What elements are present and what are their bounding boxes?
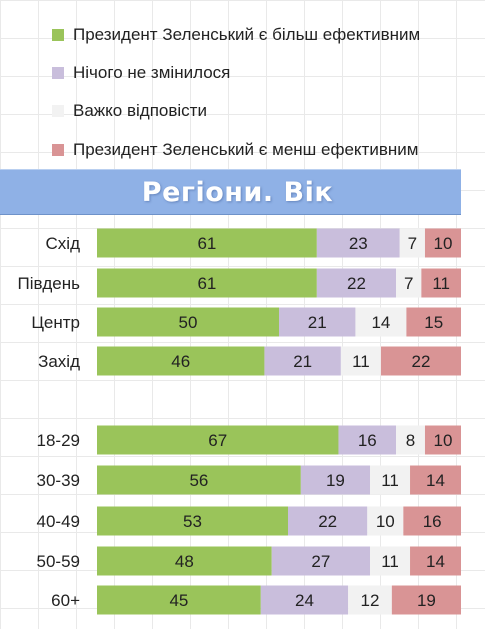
data-label: 7 (408, 234, 417, 253)
data-label: 27 (311, 552, 330, 571)
data-label: 15 (424, 313, 443, 332)
bar-segment-no-change (288, 506, 368, 536)
bar-segment-more-effective (97, 268, 317, 298)
legend-label: Президент Зеленський є більш ефективним (73, 25, 421, 44)
bar-segment-less-effective (410, 546, 461, 576)
legend: Президент Зеленський є більш ефективним … (0, 0, 485, 170)
data-label: 16 (358, 431, 377, 450)
bar-segment-less-effective (406, 307, 461, 337)
bar-segment-hard-to-say (396, 425, 425, 455)
category-label: 30-39 (37, 471, 80, 490)
bar-segment-no-change (316, 228, 400, 258)
bar-segment-more-effective (97, 585, 261, 615)
data-label: 56 (189, 471, 208, 490)
legend-item-hard-to-say: Важко відповісти (52, 100, 207, 122)
legend-item-less-effective: Президент Зеленський є менш ефективним (52, 139, 418, 161)
bar-segment-less-effective (391, 585, 461, 615)
data-label: 61 (197, 274, 216, 293)
category-label: Схід (46, 234, 81, 253)
data-label: 14 (426, 552, 445, 571)
data-label: 53 (183, 512, 202, 531)
data-label: 61 (197, 234, 216, 253)
data-label: 10 (434, 431, 453, 450)
bar-segment-no-change (271, 546, 370, 576)
bar-segment-more-effective (97, 506, 289, 536)
bar-segment-hard-to-say (399, 228, 425, 258)
legend-swatch-light-gray (52, 105, 64, 117)
data-label: 7 (404, 274, 413, 293)
data-label: 23 (349, 234, 368, 253)
bar-segment-less-effective (380, 346, 461, 376)
data-label: 8 (406, 431, 415, 450)
data-label: 11 (381, 552, 399, 571)
bar-segment-hard-to-say (348, 585, 392, 615)
bar-segment-more-effective (97, 228, 317, 258)
data-label: 19 (417, 591, 436, 610)
legend-swatch-lavender (52, 67, 64, 79)
category-label: 60+ (51, 591, 80, 610)
data-label: 21 (293, 352, 312, 371)
category-label: 50-59 (37, 552, 80, 571)
category-label: Південь (18, 274, 81, 293)
bar-segment-hard-to-say (370, 465, 411, 495)
bar-segment-hard-to-say (340, 346, 381, 376)
data-label: 24 (295, 591, 314, 610)
bar-segment-no-change (279, 307, 356, 337)
data-label: 16 (423, 512, 442, 531)
section-banner: Регіони. Вік (0, 169, 461, 215)
category-label: Захід (38, 352, 80, 371)
legend-swatch-green (52, 29, 64, 41)
bar-segment-less-effective (424, 228, 461, 258)
bar-segment-no-change (300, 465, 370, 495)
data-label: 22 (318, 512, 337, 531)
bar-segment-more-effective (97, 465, 301, 495)
bar-segment-more-effective (97, 346, 265, 376)
bar-segment-less-effective (403, 506, 461, 536)
legend-label: Важко відповісти (73, 101, 207, 120)
legend-item-no-change: Нічого не змінилося (52, 62, 230, 84)
bar-segment-no-change (260, 585, 349, 615)
bar-segment-less-effective (421, 268, 461, 298)
data-label: 14 (371, 313, 390, 332)
legend-label: Нічого не змінилося (73, 63, 231, 82)
bar-segment-more-effective (97, 307, 279, 337)
data-label: 19 (326, 471, 345, 490)
data-label: 14 (426, 471, 445, 490)
data-label: 48 (175, 552, 194, 571)
data-label: 22 (347, 274, 366, 293)
bar-segment-hard-to-say (355, 307, 407, 337)
category-label: Центр (31, 313, 80, 332)
bar-segment-more-effective (97, 546, 272, 576)
bar-segment-hard-to-say (370, 546, 411, 576)
data-label: 67 (208, 431, 227, 450)
bar-segment-less-effective (424, 425, 461, 455)
data-label: 10 (376, 512, 395, 531)
data-label: 12 (361, 591, 380, 610)
legend-label: Президент Зеленський є менш ефективним (73, 140, 419, 159)
legend-item-more-effective: Президент Зеленський є більш ефективним (52, 24, 420, 46)
bar-segment-hard-to-say (367, 506, 404, 536)
bar-segment-no-change (338, 425, 397, 455)
data-label: 11 (381, 471, 399, 490)
category-label: 18-29 (37, 431, 80, 450)
bar-segment-no-change (316, 268, 397, 298)
bar-segment-more-effective (97, 425, 339, 455)
data-label: 11 (352, 352, 370, 371)
bar-segment-no-change (264, 346, 341, 376)
data-label: 50 (179, 313, 198, 332)
data-label: 45 (169, 591, 188, 610)
data-label: 10 (434, 234, 453, 253)
legend-swatch-pink (52, 144, 64, 156)
banner-title: Регіони. Вік (141, 176, 334, 208)
data-label: 22 (411, 352, 430, 371)
data-label: 11 (432, 274, 450, 293)
data-label: 46 (171, 352, 190, 371)
bar-segment-hard-to-say (396, 268, 422, 298)
category-label: 40-49 (37, 512, 80, 531)
bar-segment-less-effective (410, 465, 461, 495)
data-label: 21 (308, 313, 327, 332)
